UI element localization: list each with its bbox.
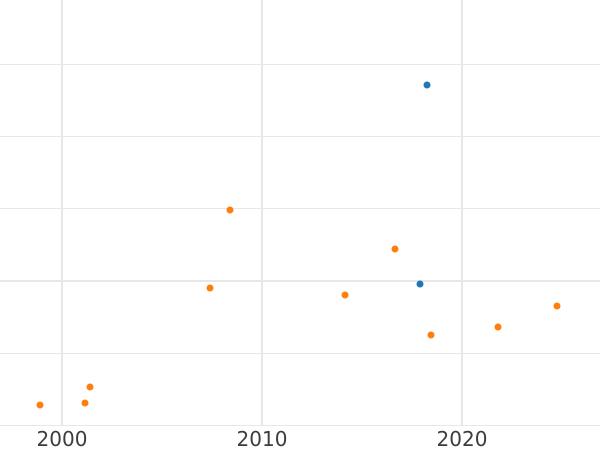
orange-series-point — [494, 323, 502, 331]
orange-series-point — [206, 284, 214, 292]
x-gridline — [461, 0, 463, 426]
blue-series-point — [416, 280, 424, 288]
orange-series-point — [391, 245, 399, 253]
y-gridline — [0, 352, 600, 355]
y-gridline — [0, 208, 600, 210]
orange-series-point — [36, 401, 44, 409]
y-gridline — [0, 135, 600, 138]
orange-series-point — [553, 302, 561, 310]
x-tick-label: 2020 — [436, 427, 488, 450]
x-gridline — [61, 0, 63, 426]
orange-series-point — [341, 291, 349, 299]
orange-series-point — [81, 399, 89, 407]
orange-series-point — [427, 331, 435, 339]
x-tick-label: 2010 — [236, 427, 288, 450]
orange-series-point — [226, 206, 234, 214]
y-gridline — [0, 425, 600, 427]
blue-series-point — [423, 81, 431, 89]
y-gridline — [0, 63, 600, 65]
x-tick-label: 2000 — [36, 427, 88, 450]
x-gridline — [261, 0, 263, 426]
y-gridline — [0, 280, 600, 282]
orange-series-point — [86, 383, 94, 391]
